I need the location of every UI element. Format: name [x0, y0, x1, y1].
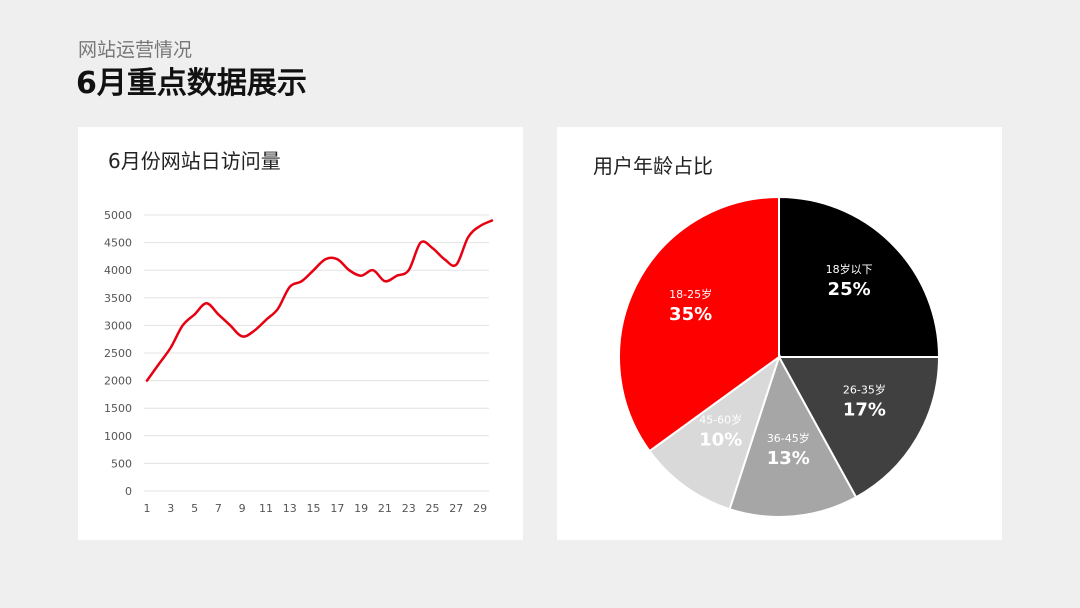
y-tick-label: 500 — [111, 457, 132, 470]
x-tick-label: 21 — [378, 502, 392, 515]
x-tick-label: 11 — [259, 502, 273, 515]
x-tick-label: 1 — [144, 502, 151, 515]
page-subtitle: 网站运营情况 — [78, 39, 193, 61]
pie-slice-label: 26-35岁 — [843, 383, 886, 397]
pie-slice-label: 18岁以下 — [826, 262, 873, 276]
x-tick-label: 3 — [167, 502, 174, 515]
series-line — [145, 219, 494, 382]
pie-slice-value: 13% — [767, 448, 810, 469]
line-chart-card: 6月份网站日访问量 0 500 1000 1500 2000 2500 3000 3500 40… — [78, 127, 523, 540]
pie-slice — [728, 354, 858, 518]
x-tick-label: 25 — [426, 502, 440, 515]
pie-slice — [648, 354, 781, 511]
pie-slice-label: 18-25岁 — [669, 287, 712, 301]
x-tick-label: 27 — [449, 502, 463, 515]
y-tick-label: 4000 — [104, 264, 132, 277]
pie-slice-label: 45-60岁 — [699, 412, 742, 426]
pie-chart: 18岁以下 25% 26-35岁 17% 36-45岁 13% 45-60岁 10% 18-25… — [618, 195, 941, 518]
y-tick-label: 1000 — [104, 430, 132, 443]
y-tick-label: 3000 — [104, 319, 132, 332]
y-tick-label: 2500 — [104, 347, 132, 360]
x-tick-label: 9 — [239, 502, 246, 515]
line-chart: 0 500 1000 1500 2000 2500 3000 3500 4000 4500 5000… — [104, 209, 494, 515]
pie-slice-value: 10% — [699, 429, 742, 450]
pie-slice-value: 35% — [669, 304, 712, 325]
pie-chart-card: 用户年龄占比 18岁以下 25% 26-35岁 17% 36-45岁 13% 45-60岁 1… — [557, 127, 1002, 540]
pie-slice-value: 25% — [828, 279, 871, 300]
pie-slice-value: 17% — [843, 400, 886, 421]
y-tick-label: 4500 — [104, 237, 132, 250]
x-tick-label: 17 — [330, 502, 344, 515]
pie-slice — [777, 356, 941, 499]
pie-slice — [618, 195, 780, 453]
x-tick-label: 19 — [354, 502, 368, 515]
y-tick-label: 0 — [125, 485, 132, 498]
y-tick-label: 3500 — [104, 292, 132, 305]
y-tick-label: 2000 — [104, 375, 132, 388]
x-tick-label: 29 — [473, 502, 487, 515]
pie-slice — [778, 195, 941, 358]
page-title: 6月重点数据展示 — [76, 66, 307, 101]
y-tick-label: 5000 — [104, 209, 132, 222]
y-tick-label: 1500 — [104, 402, 132, 415]
x-tick-label: 5 — [191, 502, 198, 515]
x-tick-label: 23 — [402, 502, 416, 515]
pie-chart-title: 用户年龄占比 — [593, 154, 713, 178]
pie-slice-label: 36-45岁 — [767, 431, 810, 445]
x-tick-label: 15 — [307, 502, 321, 515]
x-tick-label: 13 — [283, 502, 297, 515]
line-chart-title: 6月份网站日访问量 — [108, 149, 281, 173]
x-tick-label: 7 — [215, 502, 222, 515]
